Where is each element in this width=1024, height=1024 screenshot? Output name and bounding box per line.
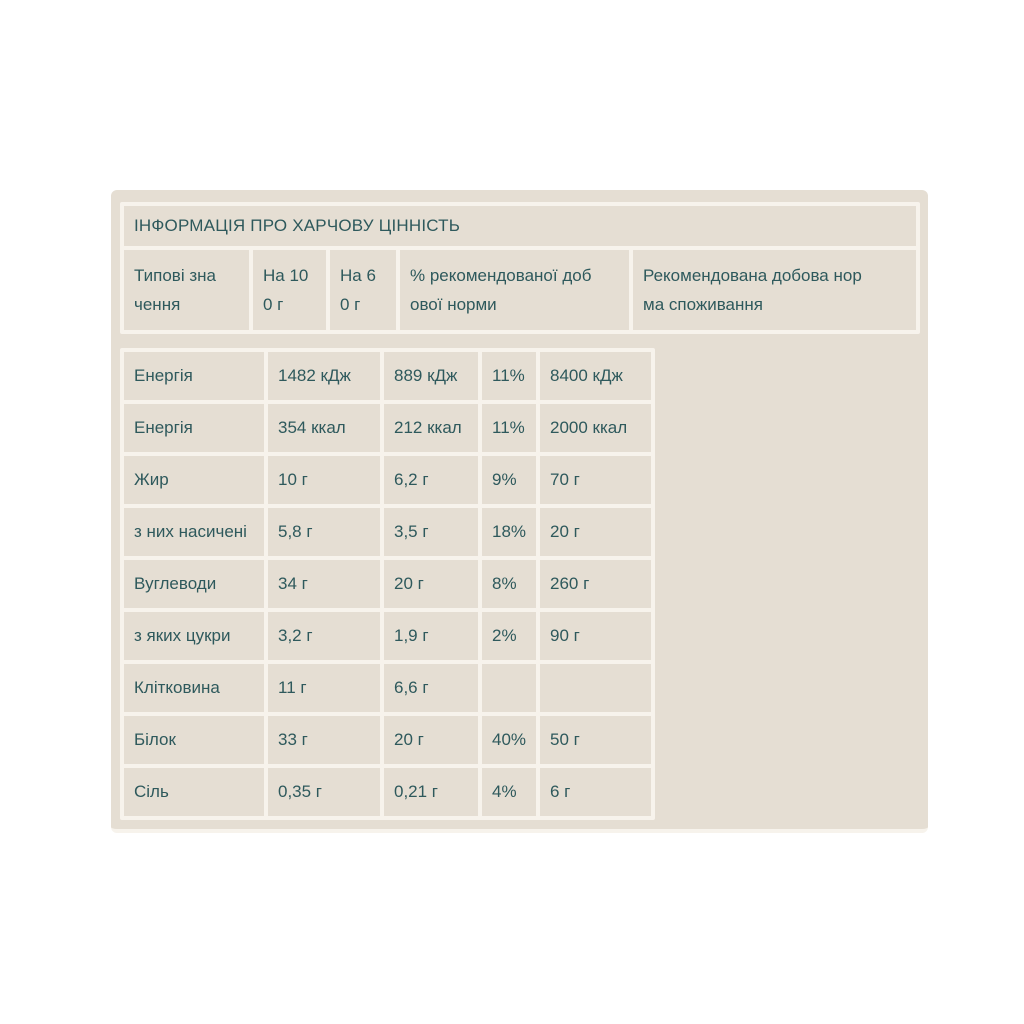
cell-percent-daily: 2% [482, 612, 536, 660]
cell-nutrient-name: Білок [124, 716, 264, 764]
table-row-saturated-fat: з них насичені 5,8 г 3,5 г 18% 20 г [124, 508, 651, 556]
cell-recommended-daily: 50 г [540, 716, 651, 764]
table-row-salt: Сіль 0,35 г 0,21 г 4% 6 г [124, 768, 651, 816]
cell-per-100g: 5,8 г [268, 508, 380, 556]
cell-percent-daily: 9% [482, 456, 536, 504]
col-header-per-60g: На 6 0 г [330, 250, 396, 330]
cell-recommended-daily: 6 г [540, 768, 651, 816]
cell-per-60g: 6,6 г [384, 664, 478, 712]
table-row-carbohydrates: Вуглеводи 34 г 20 г 8% 260 г [124, 560, 651, 608]
cell-recommended-daily [540, 664, 651, 712]
column-header-row: Типові зна чення На 10 0 г На 6 0 г % ре… [124, 250, 917, 330]
cell-recommended-daily: 90 г [540, 612, 651, 660]
cell-per-60g: 889 кДж [384, 352, 478, 400]
cell-nutrient-name: Клітковина [124, 664, 264, 712]
cell-nutrient-name: з яких цукри [124, 612, 264, 660]
cell-per-100g: 1482 кДж [268, 352, 380, 400]
cell-per-60g: 212 ккал [384, 404, 478, 452]
cell-nutrient-name: Енергія [124, 404, 264, 452]
cell-percent-daily: 8% [482, 560, 536, 608]
cell-per-60g: 1,9 г [384, 612, 478, 660]
cell-percent-daily [482, 664, 536, 712]
cell-nutrient-name: Енергія [124, 352, 264, 400]
nutrition-header-table: ІНФОРМАЦІЯ ПРО ХАРЧОВУ ЦІННІСТЬ Типові з… [120, 202, 921, 334]
col-header-per-100g: На 10 0 г [253, 250, 326, 330]
cell-per-100g: 11 г [268, 664, 380, 712]
table-row-energy-kj: Енергія 1482 кДж 889 кДж 11% 8400 кДж [124, 352, 651, 400]
cell-nutrient-name: з них насичені [124, 508, 264, 556]
nutrition-table-title: ІНФОРМАЦІЯ ПРО ХАРЧОВУ ЦІННІСТЬ [124, 206, 917, 246]
cell-recommended-daily: 70 г [540, 456, 651, 504]
cell-per-60g: 20 г [384, 560, 478, 608]
cell-percent-daily: 40% [482, 716, 536, 764]
cell-per-100g: 33 г [268, 716, 380, 764]
cell-nutrient-name: Сіль [124, 768, 264, 816]
cell-per-100g: 3,2 г [268, 612, 380, 660]
table-row-protein: Білок 33 г 20 г 40% 50 г [124, 716, 651, 764]
cell-per-100g: 354 ккал [268, 404, 380, 452]
cell-percent-daily: 11% [482, 404, 536, 452]
cell-recommended-daily: 2000 ккал [540, 404, 651, 452]
cell-recommended-daily: 8400 кДж [540, 352, 651, 400]
nutrition-data-table: Енергія 1482 кДж 889 кДж 11% 8400 кДж Ен… [120, 348, 655, 820]
cell-percent-daily: 11% [482, 352, 536, 400]
cell-per-60g: 20 г [384, 716, 478, 764]
table-row-sugars: з яких цукри 3,2 г 1,9 г 2% 90 г [124, 612, 651, 660]
col-header-typical-values: Типові зна чення [124, 250, 249, 330]
cell-per-100g: 10 г [268, 456, 380, 504]
cell-per-100g: 0,35 г [268, 768, 380, 816]
cell-percent-daily: 4% [482, 768, 536, 816]
nutrition-info-panel: ІНФОРМАЦІЯ ПРО ХАРЧОВУ ЦІННІСТЬ Типові з… [111, 190, 928, 833]
cell-per-60g: 0,21 г [384, 768, 478, 816]
cell-per-100g: 34 г [268, 560, 380, 608]
cell-nutrient-name: Жир [124, 456, 264, 504]
table-row-energy-kcal: Енергія 354 ккал 212 ккал 11% 2000 ккал [124, 404, 651, 452]
cell-nutrient-name: Вуглеводи [124, 560, 264, 608]
title-row: ІНФОРМАЦІЯ ПРО ХАРЧОВУ ЦІННІСТЬ [124, 206, 917, 246]
cell-per-60g: 3,5 г [384, 508, 478, 556]
cell-percent-daily: 18% [482, 508, 536, 556]
cell-recommended-daily: 20 г [540, 508, 651, 556]
col-header-percent-daily-norm: % рекомендованої доб ової норми [400, 250, 629, 330]
col-header-recommended-daily: Рекомендована добова нор ма споживання [633, 250, 917, 330]
table-row-fiber: Клітковина 11 г 6,6 г [124, 664, 651, 712]
table-row-fat: Жир 10 г 6,2 г 9% 70 г [124, 456, 651, 504]
cell-per-60g: 6,2 г [384, 456, 478, 504]
cell-recommended-daily: 260 г [540, 560, 651, 608]
